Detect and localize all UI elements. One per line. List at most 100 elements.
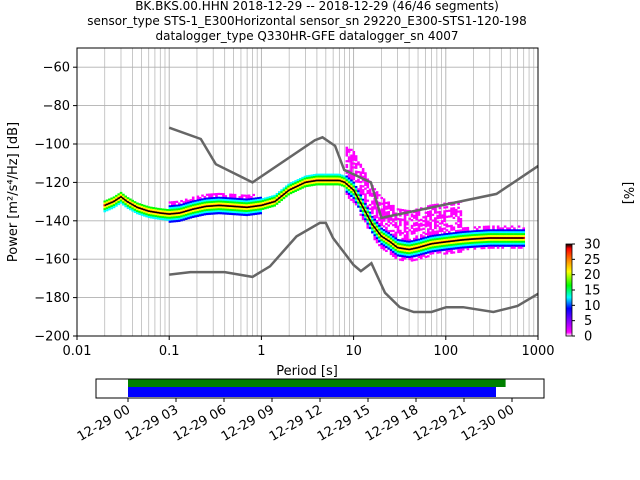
heatmap-cell xyxy=(182,218,186,221)
heatmap-cell xyxy=(243,213,246,216)
heatmap-cell xyxy=(352,193,356,196)
heatmap-cell xyxy=(350,190,353,194)
heatmap-cell xyxy=(513,235,516,238)
heatmap-cell xyxy=(247,202,251,205)
heatmap-cell xyxy=(429,204,432,207)
heatmap-cell xyxy=(436,203,439,206)
heatmap-cell xyxy=(408,217,411,220)
heatmap-cell xyxy=(110,207,114,210)
heatmap-cell xyxy=(364,187,367,190)
heatmap-cell xyxy=(373,222,377,225)
heatmap-cell xyxy=(415,218,418,221)
heatmap-cell xyxy=(350,160,353,163)
heatmap-cell xyxy=(103,202,107,205)
heatmap-cell xyxy=(489,240,493,244)
heatmap-cell xyxy=(252,193,256,197)
heatmap-cell xyxy=(347,150,351,153)
heatmap-cell xyxy=(510,233,514,236)
heatmap-cell xyxy=(296,182,300,186)
heatmap-cell xyxy=(347,148,351,151)
heatmap-cell xyxy=(475,245,479,248)
heatmap-cell xyxy=(380,212,384,215)
heatmap-cell xyxy=(357,199,360,202)
heatmap-cell xyxy=(382,202,386,205)
heatmap-cell xyxy=(303,183,307,186)
heatmap-cell xyxy=(447,244,451,247)
timeline-bar-data xyxy=(128,379,506,387)
heatmap-cell xyxy=(210,193,214,196)
heatmap-cell xyxy=(219,196,223,199)
heatmap-cell xyxy=(231,212,235,216)
heatmap-cell xyxy=(354,159,358,162)
heatmap-cell xyxy=(201,200,204,203)
x-tick-label: 1000 xyxy=(521,344,554,359)
heatmap-cell xyxy=(361,179,365,182)
heatmap-cell xyxy=(129,204,132,207)
heatmap-cell xyxy=(103,210,107,213)
heatmap-cell xyxy=(429,225,432,228)
heatmap-cell xyxy=(473,247,477,250)
heatmap-cell xyxy=(196,201,200,204)
heatmap-cell xyxy=(422,248,425,252)
heatmap-cell xyxy=(489,235,493,238)
heatmap-cell xyxy=(401,253,404,256)
heatmap-cell xyxy=(315,173,318,176)
heatmap-cell xyxy=(285,193,288,196)
heatmap-cell xyxy=(208,212,211,215)
heatmap-cell xyxy=(343,183,346,186)
heatmap-cell xyxy=(380,231,384,234)
heatmap-cell xyxy=(150,214,153,217)
heatmap-cell xyxy=(445,238,449,241)
heatmap-cell xyxy=(389,204,393,208)
heatmap-cell xyxy=(468,245,472,249)
heatmap-cell xyxy=(278,200,281,203)
heatmap-cell xyxy=(336,181,339,184)
heatmap-cell xyxy=(345,163,349,167)
heatmap-cell xyxy=(447,209,451,212)
colorbar-tick-label: 30 xyxy=(584,238,601,253)
heatmap-cell xyxy=(357,205,360,208)
heatmap-cell xyxy=(433,247,437,251)
heatmap-cell xyxy=(487,240,491,244)
heatmap-cell xyxy=(420,218,423,221)
heatmap-cell xyxy=(294,187,297,191)
heatmap-cell xyxy=(480,231,484,234)
heatmap-cell xyxy=(513,227,516,230)
heatmap-cell xyxy=(350,175,353,178)
heatmap-cell xyxy=(280,198,283,202)
heatmap-cell xyxy=(378,234,381,237)
heatmap-cell xyxy=(452,245,456,248)
colorbar-tick-label: 0 xyxy=(584,330,592,345)
heatmap-cell xyxy=(347,183,351,186)
heatmap-cell xyxy=(399,210,402,213)
heatmap-cell xyxy=(240,196,244,199)
heatmap-cell xyxy=(350,162,353,165)
heatmap-cell xyxy=(205,193,209,196)
heatmap-cell xyxy=(482,233,486,236)
heatmap-cell xyxy=(338,173,342,177)
heatmap-cell xyxy=(375,191,379,194)
heatmap-cell xyxy=(415,216,418,219)
heatmap-cell xyxy=(254,201,258,204)
heatmap-cell xyxy=(459,250,463,253)
heatmap-cell xyxy=(403,217,407,220)
heatmap-cell xyxy=(345,186,349,190)
heatmap-cell xyxy=(459,242,463,246)
heatmap-cell xyxy=(401,237,404,241)
heatmap-cell xyxy=(406,232,409,236)
heatmap-cell xyxy=(403,236,407,239)
heatmap-cell xyxy=(112,198,116,201)
heatmap-cell xyxy=(322,173,325,176)
heatmap-cell xyxy=(226,199,230,202)
heatmap-cell xyxy=(205,212,209,216)
heatmap-cell xyxy=(378,230,381,233)
heatmap-cell xyxy=(189,204,193,208)
heatmap-cell xyxy=(375,219,379,223)
heatmap-cell xyxy=(375,221,379,225)
heatmap-cell xyxy=(208,208,211,212)
heatmap-cell xyxy=(413,230,416,233)
heatmap-cell xyxy=(389,206,393,210)
heatmap-cell xyxy=(436,240,439,243)
heatmap-cell xyxy=(417,242,421,245)
heatmap-cell xyxy=(224,200,228,204)
